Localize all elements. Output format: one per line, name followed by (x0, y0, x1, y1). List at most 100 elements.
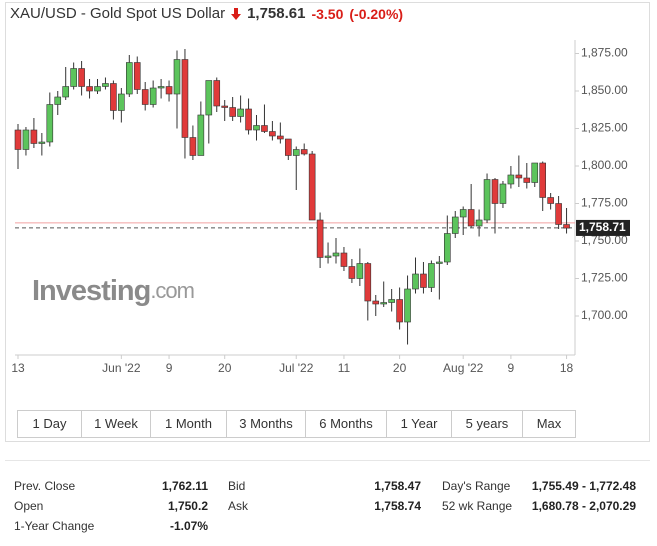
candle-body (277, 135, 284, 140)
candle-body (94, 86, 101, 92)
stat-label: Bid (228, 479, 246, 493)
candle-body (14, 129, 22, 150)
y-tick-label: 1,800.00 (581, 158, 628, 172)
watermark: Investing.com (32, 275, 194, 307)
stat-value: 1,755.49 - 1,772.48 (531, 479, 636, 493)
candle-body (436, 261, 443, 264)
stat-label: Open (14, 499, 44, 513)
candle-body (388, 299, 395, 303)
x-tick-label: 9 (508, 361, 515, 375)
stat-value: 1,758.47 (374, 479, 421, 493)
candle-body (213, 80, 221, 107)
range-button[interactable]: Max (536, 416, 562, 431)
candle-body (237, 108, 244, 117)
table-row: Open 1,750.2 Ask 1,758.74 52 wk Range 1,680.7… (0, 496, 657, 516)
last-price-label: 1,758.71 (579, 220, 626, 234)
candle-body (126, 62, 133, 95)
stat-value: 1,750.2 (167, 499, 208, 513)
y-tick-label: 1,725.00 (581, 271, 628, 285)
x-tick-label: 11 (338, 361, 351, 375)
candle-body (451, 216, 459, 234)
divider (5, 460, 650, 461)
chart: 1,700.00 1,725.00 1,750.00 1,775.00 1,800.00… (11, 40, 630, 375)
candle-body (173, 59, 181, 95)
y-tick-label: 1,825.00 (581, 121, 628, 135)
candle-body (467, 209, 475, 227)
y-tick-label: 1,700.00 (581, 308, 628, 322)
candle-body (420, 273, 427, 288)
candle-body (499, 183, 507, 204)
stat-label: 52 wk Range (442, 499, 513, 513)
candle-body (261, 125, 268, 132)
range-button[interactable]: 3 Months (227, 411, 306, 437)
candle-body (54, 96, 62, 105)
watermark-suffix: .com (150, 278, 194, 303)
candle-body (491, 179, 499, 204)
candle-body (292, 149, 300, 156)
range-button[interactable]: 1 Week (82, 411, 151, 437)
chart-frame (5, 2, 650, 442)
candle-body (555, 203, 562, 225)
candle-body (46, 104, 54, 143)
candle-body (340, 252, 348, 267)
range-button[interactable]: 5 years (452, 411, 523, 437)
candle-body (22, 129, 30, 150)
y-tick-label: 1,850.00 (581, 83, 628, 97)
price: 1,758.61 (247, 5, 306, 22)
candle-body (269, 131, 276, 137)
stat-value: 1,762.11 (161, 479, 208, 493)
candle-body (348, 266, 356, 279)
x-tick-label: 18 (560, 361, 574, 375)
x-tick-label: 20 (393, 361, 407, 375)
candle-body (38, 141, 46, 144)
candle-body (404, 288, 411, 323)
candle-body (62, 86, 70, 98)
x-tick-label: Jul '22 (279, 361, 314, 375)
x-tick-label: 13 (11, 361, 25, 375)
candle-body (563, 224, 570, 229)
stat-value: -1.07% (169, 519, 208, 533)
candle-body (86, 86, 93, 92)
table-row: 1-Year Change -1.07% (0, 516, 657, 536)
candle-body (372, 300, 380, 305)
x-tick-label: 20 (218, 361, 232, 375)
candle-body (102, 83, 109, 87)
candle-body (70, 68, 77, 87)
candle-body (412, 273, 419, 290)
header: XAU/USD - Gold Spot US Dollar 1,758.61 -… (10, 5, 403, 22)
candle-body (118, 93, 125, 111)
x-tick-label: 9 (166, 361, 173, 375)
candle-body (443, 233, 451, 263)
range-button[interactable]: 1 Day (18, 411, 82, 437)
change: -3.50 (311, 5, 344, 22)
candle-body (300, 149, 308, 155)
range-button[interactable]: 1 Month (151, 411, 227, 437)
candle-body (428, 263, 435, 288)
candle-body (284, 138, 292, 156)
stat-value: 1,680.78 - 2,070.29 (531, 499, 636, 513)
stat-label: Prev. Close (14, 479, 76, 493)
candle-body (253, 125, 260, 131)
down-arrow (231, 7, 242, 20)
candle-body (531, 162, 539, 183)
stat-label: Day's Range (442, 479, 511, 493)
candle-body (539, 162, 547, 198)
candle-body (316, 219, 324, 258)
candle-body (483, 179, 491, 221)
candle-body (110, 83, 117, 111)
candle-body (523, 177, 531, 183)
y-tick-label: 1,775.00 (581, 196, 628, 210)
range-button[interactable]: 6 Months (306, 411, 387, 437)
candle-body (197, 114, 205, 156)
candle-body (189, 137, 197, 156)
candle-body (141, 89, 149, 105)
candle-body (308, 153, 316, 221)
candle-body (165, 86, 173, 95)
range-button[interactable]: 1 Year (387, 411, 452, 437)
candle-body (547, 197, 554, 204)
candle-body (332, 252, 340, 257)
x-tick-label: Aug '22 (443, 361, 484, 375)
candle-body (157, 86, 165, 89)
stat-value: 1,758.74 (374, 499, 421, 513)
candle-body (133, 62, 141, 90)
